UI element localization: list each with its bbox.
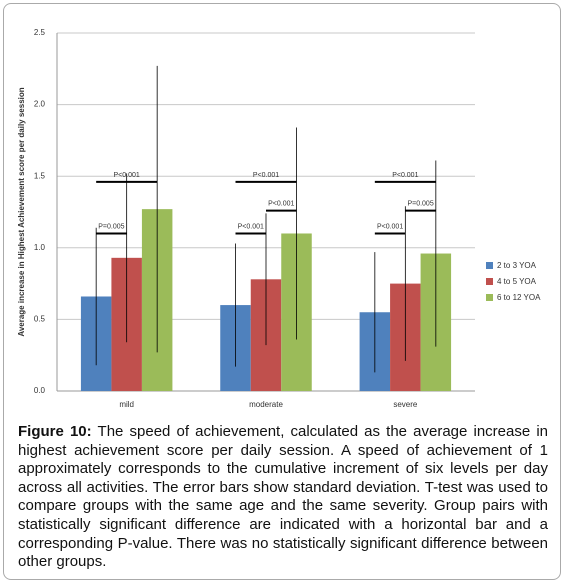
legend-label: 2 to 3 YOA: [497, 261, 537, 270]
x-tick-label: mild: [119, 400, 134, 409]
legend-swatch: [486, 278, 493, 285]
y-tick-label: 0.0: [34, 386, 46, 395]
significance-label: P<0.001: [268, 200, 294, 207]
significance-label: P<0.001: [377, 223, 403, 230]
y-tick-label: 2.0: [34, 100, 46, 109]
y-axis-title: Average increase in Highest Achievement …: [17, 87, 26, 336]
legend-label: 4 to 5 YOA: [497, 277, 537, 286]
figure-frame: [3, 3, 561, 580]
caption: Figure 10: The speed of achievement, cal…: [18, 423, 548, 572]
y-tick-label: 1.0: [34, 243, 46, 252]
chart: Average increase in Highest Achievement …: [17, 28, 541, 409]
x-tick-label: moderate: [249, 400, 283, 409]
significance-label: P<0.001: [392, 172, 418, 179]
legend-label: 6 to 12 YOA: [497, 293, 541, 302]
legend-swatch: [486, 262, 493, 269]
y-tick-label: 2.5: [34, 28, 46, 37]
caption-label: Figure 10:: [18, 423, 92, 440]
significance-label: P<0.001: [238, 223, 264, 230]
significance-label: P<0.001: [114, 172, 140, 179]
y-tick-label: 1.5: [34, 171, 46, 180]
significance-label: P=0.005: [407, 200, 433, 207]
significance-label: P<0.001: [253, 172, 279, 179]
x-tick-label: severe: [393, 400, 418, 409]
caption-text: The speed of achievement, calculated as …: [18, 423, 548, 571]
legend-swatch: [486, 294, 493, 301]
significance-label: P=0.005: [98, 223, 124, 230]
y-tick-label: 0.5: [34, 315, 46, 324]
